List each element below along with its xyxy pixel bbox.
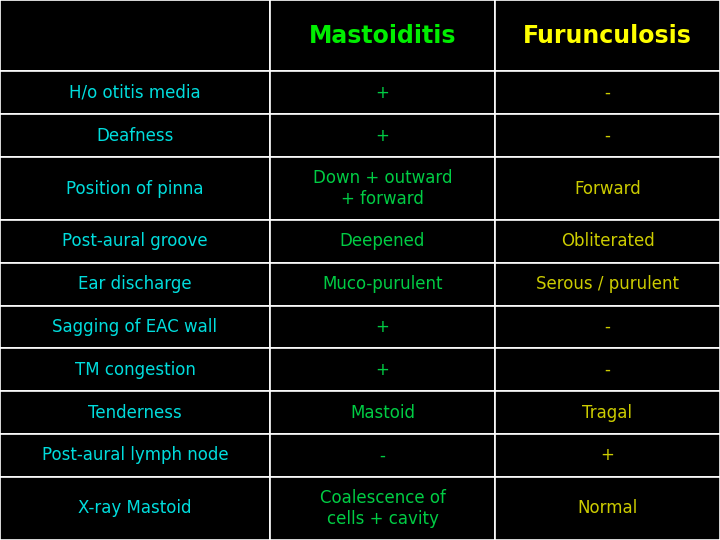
Text: +: + bbox=[376, 126, 390, 145]
Text: Normal: Normal bbox=[577, 500, 638, 517]
Text: Mastoid: Mastoid bbox=[350, 404, 415, 422]
Text: TM congestion: TM congestion bbox=[75, 361, 195, 379]
Text: +: + bbox=[376, 361, 390, 379]
Text: Sagging of EAC wall: Sagging of EAC wall bbox=[53, 318, 217, 336]
Text: Post-aural lymph node: Post-aural lymph node bbox=[42, 447, 228, 464]
Text: Forward: Forward bbox=[574, 179, 641, 198]
Text: Post-aural groove: Post-aural groove bbox=[62, 232, 208, 251]
Bar bbox=[270, 263, 495, 306]
Text: Furunculosis: Furunculosis bbox=[523, 24, 692, 48]
Text: Position of pinna: Position of pinna bbox=[66, 179, 204, 198]
Bar bbox=[270, 220, 495, 263]
Bar bbox=[495, 434, 720, 477]
Text: Serous / purulent: Serous / purulent bbox=[536, 275, 679, 293]
Text: Tragal: Tragal bbox=[582, 404, 632, 422]
Text: +: + bbox=[376, 318, 390, 336]
Text: +: + bbox=[376, 84, 390, 102]
Bar bbox=[0, 220, 270, 263]
Bar bbox=[0, 477, 270, 540]
Text: -: - bbox=[605, 84, 611, 102]
Text: Deafness: Deafness bbox=[96, 126, 174, 145]
Bar bbox=[270, 392, 495, 434]
Bar bbox=[0, 434, 270, 477]
Text: Tenderness: Tenderness bbox=[88, 404, 182, 422]
Bar bbox=[495, 220, 720, 263]
Bar bbox=[0, 71, 270, 114]
Text: Mastoiditis: Mastoiditis bbox=[309, 24, 456, 48]
Bar bbox=[495, 348, 720, 392]
Bar bbox=[495, 157, 720, 220]
Text: Down + outward
+ forward: Down + outward + forward bbox=[312, 169, 452, 208]
Text: X-ray Mastoid: X-ray Mastoid bbox=[78, 500, 192, 517]
Text: Muco-purulent: Muco-purulent bbox=[323, 275, 443, 293]
Bar bbox=[270, 306, 495, 348]
Bar bbox=[495, 306, 720, 348]
Text: Coalescence of
cells + cavity: Coalescence of cells + cavity bbox=[320, 489, 446, 528]
Bar bbox=[495, 71, 720, 114]
Text: Obliterated: Obliterated bbox=[561, 232, 654, 251]
Bar bbox=[495, 114, 720, 157]
Bar bbox=[270, 157, 495, 220]
Text: -: - bbox=[605, 318, 611, 336]
Bar bbox=[0, 263, 270, 306]
Text: -: - bbox=[605, 126, 611, 145]
Bar bbox=[0, 0, 270, 71]
Text: H/o otitis media: H/o otitis media bbox=[69, 84, 201, 102]
Bar bbox=[0, 392, 270, 434]
Bar bbox=[270, 348, 495, 392]
Bar bbox=[270, 477, 495, 540]
Bar bbox=[0, 114, 270, 157]
Text: Ear discharge: Ear discharge bbox=[78, 275, 192, 293]
Text: +: + bbox=[600, 447, 614, 464]
Bar bbox=[270, 434, 495, 477]
Bar bbox=[270, 0, 495, 71]
Bar bbox=[495, 263, 720, 306]
Text: -: - bbox=[379, 447, 385, 464]
Bar bbox=[270, 71, 495, 114]
Bar bbox=[495, 477, 720, 540]
Bar bbox=[0, 348, 270, 392]
Bar bbox=[495, 392, 720, 434]
Bar bbox=[270, 114, 495, 157]
Bar bbox=[0, 306, 270, 348]
Bar bbox=[495, 0, 720, 71]
Text: -: - bbox=[605, 361, 611, 379]
Text: Deepened: Deepened bbox=[340, 232, 426, 251]
Bar bbox=[0, 157, 270, 220]
